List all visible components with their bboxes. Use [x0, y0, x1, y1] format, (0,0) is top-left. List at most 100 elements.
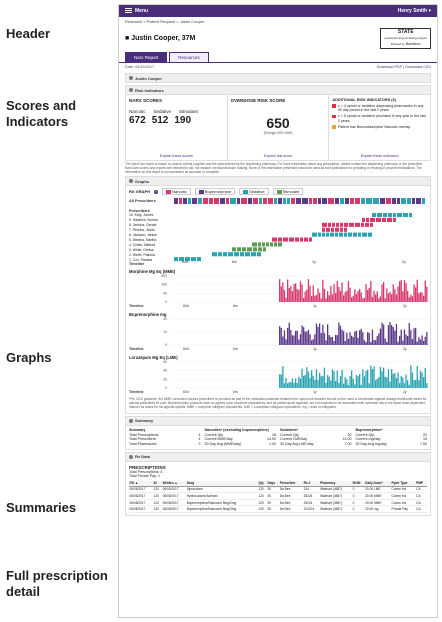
explain-score-link[interactable]: Explain this score: [263, 154, 293, 158]
all-prescribers-bar: [296, 198, 302, 205]
all-prescribers-bar: [287, 198, 291, 205]
summary-value: 28: [272, 432, 276, 437]
column-header[interactable]: Pharmacy: [319, 480, 353, 487]
subchart-bar: [424, 281, 426, 303]
subchart-bar: [408, 385, 410, 389]
column-header[interactable]: Fill ▲: [129, 480, 154, 487]
sedative-label: Sedative: [153, 109, 172, 114]
subchart-bar: [325, 298, 327, 303]
subchart-bar: [411, 373, 414, 389]
column-header[interactable]: Pymt Type: [391, 480, 416, 487]
subchart-svg: 60 40 20 0 Timeline 60d 6m 1y 2y: [129, 360, 429, 394]
subchart-bar: [418, 293, 420, 303]
tab-resources[interactable]: Resources: [169, 52, 209, 62]
column-header[interactable]: PMP: [415, 480, 427, 487]
section-summary[interactable]: Summary: [125, 415, 431, 426]
explain-indicators-link[interactable]: Explain these indicators: [360, 154, 399, 158]
prescriber-row: 7. Perkins, Jesse: [129, 228, 155, 233]
breadcrumb[interactable]: Research > Patient Request > Justin Coop…: [125, 19, 205, 24]
all-prescribers-bar: [278, 198, 283, 205]
subchart-bar: [413, 380, 415, 389]
subchart-bar: [322, 280, 324, 303]
tab-narx-report[interactable]: Narx Report: [125, 52, 168, 62]
table-cell: 20.00 mg: [364, 505, 392, 513]
column-header[interactable]: Drug: [186, 480, 258, 487]
subchart-bar: [365, 284, 367, 303]
prescriber-bar: [382, 218, 387, 223]
overdose-score: 650: [266, 115, 290, 131]
column-header[interactable]: ID: [153, 480, 163, 487]
prescriber-bar: [326, 232, 330, 238]
section-graphs[interactable]: Graphs: [125, 176, 431, 187]
subchart-bar: [307, 330, 310, 346]
subchart-bar: [355, 331, 358, 346]
column-header[interactable]: Refill: [352, 480, 365, 487]
section-patient[interactable]: Justin Cooper: [125, 73, 431, 83]
explain-scores-link[interactable]: Explain these scores: [159, 154, 193, 158]
subchart-bar: [375, 294, 377, 303]
subchart-bar: [290, 382, 292, 389]
subchart-bar: [413, 328, 415, 346]
all-prescribers-bar: [230, 198, 237, 205]
subchart-bar: [400, 376, 402, 389]
table-cell: 20.00 MME: [364, 499, 392, 507]
graph-footnote: *Per CDC guidance, the MME conversion fa…: [129, 397, 427, 410]
subchart-bar: [424, 368, 426, 389]
timeline-tick: 6m: [233, 390, 238, 394]
menu-button[interactable]: Menu: [125, 8, 148, 14]
summary-value: 4: [198, 432, 201, 437]
table-cell: CA: [415, 505, 427, 513]
subchart-bar: [301, 325, 303, 346]
table-cell: Da Bee: [279, 505, 304, 513]
subchart-bar: [416, 366, 418, 389]
column-header[interactable]: Qty: [257, 480, 267, 487]
table-cell: 0: [352, 499, 365, 507]
subchart-bar: [370, 281, 372, 303]
subchart-bar: [311, 340, 313, 346]
alert-icon: [332, 104, 336, 108]
download-csv-link[interactable]: Download CSV: [405, 65, 431, 69]
prescriber-bar: [387, 218, 393, 223]
subchart-bar: [360, 292, 362, 303]
subchart-bar: [330, 286, 332, 303]
table-cell: 06/08/2017: [162, 505, 187, 513]
prescriber-bar: [340, 228, 344, 233]
prescriber-bar: [228, 252, 234, 257]
subchart-bar: [291, 291, 294, 303]
top-bar: Menu Henry Smith ▾: [119, 5, 437, 17]
column-header[interactable]: Daily Dose*: [364, 480, 392, 487]
subchart-bar: [391, 325, 393, 346]
prescriber-bar: [388, 213, 393, 218]
all-prescribers-bar: [422, 198, 426, 205]
prescriber-bar: [344, 223, 349, 228]
subchart-bar: [309, 378, 311, 389]
table-cell: 120: [257, 505, 267, 513]
subchart-bar: [411, 339, 414, 346]
column-header[interactable]: Days: [266, 480, 280, 487]
summary-row: 30 Day Avg LME/day 7.00: [280, 442, 352, 447]
y-tick: 40: [163, 369, 167, 373]
summary-column: Buprenorphine* Current Qty 20 Current mg/da…: [356, 428, 428, 447]
sedative-score: 512: [151, 115, 169, 126]
section-rx-data[interactable]: Rx Data: [125, 451, 431, 462]
table-cell: Alprazolam: [186, 486, 258, 494]
subchart-bar: [403, 383, 406, 389]
table-cell: Private Pay: [391, 505, 416, 513]
subchart-bar: [290, 330, 292, 346]
table-cell: Walmart (4587): [319, 492, 353, 500]
section-risk-indicators[interactable]: Risk Indicators: [125, 85, 431, 95]
column-header[interactable]: Rx #: [303, 480, 320, 487]
subchart-bar: [327, 375, 329, 389]
user-menu[interactable]: Henry Smith ▾: [397, 8, 431, 14]
help-icon[interactable]: ?: [154, 189, 159, 194]
summary-label: Current Qty: [280, 432, 299, 437]
column-header[interactable]: Written ▲: [162, 480, 187, 487]
prescriber-bar: [335, 232, 339, 238]
subchart-bar: [339, 326, 342, 346]
all-prescribers-bar: [209, 198, 214, 205]
column-header[interactable]: Prescriber: [279, 480, 304, 487]
subchart-bar: [375, 340, 377, 346]
subchart-bar: [301, 369, 303, 389]
download-pdf-link[interactable]: Download PDF: [376, 65, 403, 69]
subchart-bar: [411, 296, 414, 303]
